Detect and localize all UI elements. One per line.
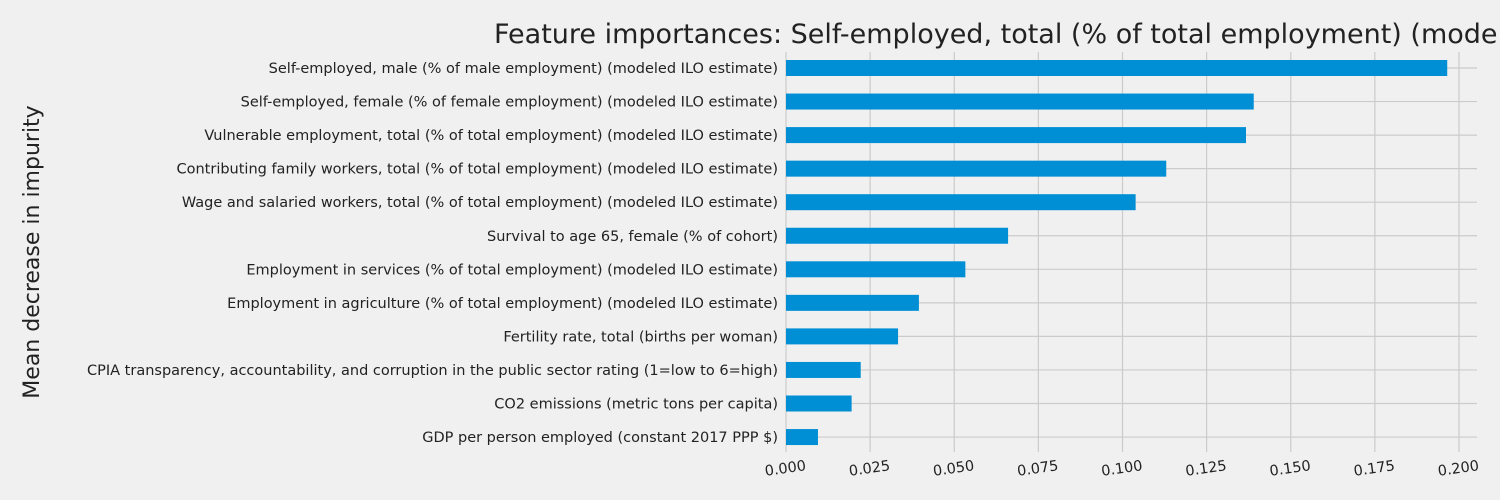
bar-layer bbox=[786, 60, 1448, 446]
x-tick-label-2: 0.050 bbox=[932, 458, 975, 480]
bar-9 bbox=[786, 361, 861, 378]
category-label-1: Self-employed, female (% of female emplo… bbox=[241, 95, 778, 111]
grid-layer bbox=[785, 52, 1477, 452]
category-label-8: Fertility rate, total (births per woman) bbox=[503, 329, 778, 345]
bar-7 bbox=[786, 294, 919, 311]
bar-10 bbox=[786, 395, 852, 412]
x-tick-label-1: 0.025 bbox=[848, 458, 891, 480]
bar-8 bbox=[786, 328, 899, 345]
category-label-9: CPIA transparency, accountability, and c… bbox=[87, 363, 778, 379]
x-tick-label-7: 0.175 bbox=[1353, 458, 1396, 480]
x-tick-label-5: 0.125 bbox=[1184, 458, 1227, 480]
x-tick-label-0: 0.000 bbox=[764, 458, 807, 480]
category-label-4: Wage and salaried workers, total (% of t… bbox=[182, 195, 778, 211]
x-tick-labels: 0.000 0.025 0.050 0.075 0.100 0.125 0.150 0.175… bbox=[764, 458, 1480, 480]
x-tick-label-4: 0.100 bbox=[1100, 458, 1143, 480]
category-label-5: Survival to age 65, female (% of cohort) bbox=[487, 229, 778, 245]
bar-2 bbox=[786, 127, 1246, 144]
category-labels: Self-employed, male (% of male employmen… bbox=[87, 61, 778, 446]
x-tick-label-3: 0.075 bbox=[1016, 458, 1059, 480]
category-label-0: Self-employed, male (% of male employmen… bbox=[269, 61, 778, 77]
bar-4 bbox=[786, 194, 1136, 211]
category-label-3: Contributing family workers, total (% of… bbox=[176, 162, 778, 178]
bar-0 bbox=[786, 60, 1448, 76]
bar-1 bbox=[786, 93, 1254, 110]
category-label-11: GDP per person employed (constant 2017 P… bbox=[422, 430, 778, 446]
category-label-2: Vulnerable employment, total (% of total… bbox=[204, 128, 778, 144]
bar-6 bbox=[786, 261, 966, 278]
bar-3 bbox=[786, 160, 1167, 177]
category-label-7: Employment in agriculture (% of total em… bbox=[227, 296, 778, 312]
x-tick-label-8: 0.200 bbox=[1437, 458, 1480, 480]
x-tick-label-6: 0.150 bbox=[1269, 458, 1312, 480]
bar-5 bbox=[786, 227, 1009, 244]
category-label-6: Employment in services (% of total emplo… bbox=[246, 262, 778, 278]
bar-11 bbox=[786, 429, 818, 446]
y-axis-title: Mean decrease in impurity bbox=[20, 105, 45, 398]
category-label-10: CO2 emissions (metric tons per capita) bbox=[494, 397, 778, 413]
chart-title: Feature importances: Self-employed, tota… bbox=[494, 19, 1500, 50]
